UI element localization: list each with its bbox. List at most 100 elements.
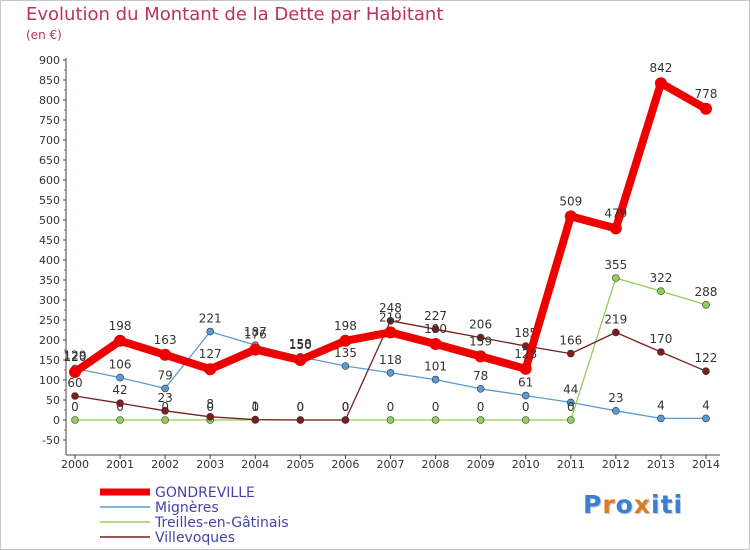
y-tick-label: 300: [39, 294, 60, 307]
y-tick-label: 250: [39, 314, 60, 327]
data-point-gondreville: [519, 362, 532, 375]
data-point-mign-res: [566, 398, 575, 407]
data-point-villevoques: [386, 316, 395, 325]
data-label-mign-res: 79: [157, 368, 172, 382]
data-point-gondreville: [249, 343, 262, 356]
data-point-mign-res: [386, 368, 395, 377]
legend-label-treilles-en-g-tinais: Treilles-en-Gâtinais: [154, 515, 289, 531]
y-tick-label: 650: [39, 154, 60, 167]
x-tick-label: 2007: [376, 458, 404, 471]
data-point-gondreville: [159, 348, 172, 361]
data-point-gondreville: [114, 334, 127, 347]
data-point-gondreville: [609, 222, 622, 235]
data-point-villevoques: [251, 415, 260, 424]
data-point-gondreville: [339, 334, 352, 347]
data-label-gondreville: 198: [334, 319, 357, 333]
data-label-gondreville: 190: [424, 322, 447, 336]
data-label-villevoques: 206: [469, 318, 492, 332]
legend-label-mign-res: Mignères: [155, 500, 219, 516]
data-label-villevoques: 170: [649, 332, 672, 346]
data-point-villevoques: [431, 325, 440, 334]
data-point-villevoques: [612, 328, 620, 337]
logo-letter: i: [651, 490, 661, 519]
data-label-treilles-en-g-tinais: 355: [604, 258, 627, 272]
logo-letter: i: [673, 490, 684, 519]
x-tick-label: 2012: [602, 458, 630, 471]
data-point-villevoques: [566, 349, 575, 358]
x-tick-label: 2004: [241, 458, 269, 471]
data-label-villevoques: 0: [297, 400, 305, 414]
data-label-villevoques: 219: [604, 312, 627, 326]
data-label-mign-res: 187: [244, 325, 267, 339]
data-label-treilles-en-g-tinais: 0: [342, 400, 350, 414]
x-tick-label: 2008: [422, 458, 450, 471]
data-label-villevoques: 1: [251, 400, 259, 414]
data-point-mign-res: [521, 391, 530, 400]
data-point-treilles-en-g-tinais: [702, 300, 710, 309]
data-point-treilles-en-g-tinais: [161, 416, 169, 424]
legend-label-gondreville: GONDREVILLE: [155, 485, 255, 501]
x-tick-label: 2005: [286, 458, 314, 471]
logo-letter: o: [615, 490, 634, 519]
data-point-gondreville: [384, 326, 397, 339]
data-label-mign-res: 129: [64, 348, 87, 362]
data-label-gondreville: 509: [559, 194, 582, 208]
y-tick-label: 0: [53, 414, 60, 427]
y-tick-label: 100: [39, 374, 60, 387]
x-tick-label: 2001: [106, 458, 134, 471]
data-label-villevoques: 248: [379, 301, 402, 315]
data-point-treilles-en-g-tinais: [566, 416, 575, 424]
data-point-mign-res: [612, 406, 620, 415]
data-point-villevoques: [296, 416, 305, 424]
y-tick-label: 550: [39, 194, 60, 207]
data-point-villevoques: [657, 348, 665, 356]
data-point-villevoques: [116, 399, 124, 408]
data-point-gondreville: [654, 77, 667, 90]
chart-unit: (en €): [26, 28, 62, 42]
data-point-treilles-en-g-tinais: [116, 416, 124, 424]
y-tick-label: 800: [39, 94, 60, 107]
data-point-mign-res: [161, 384, 169, 393]
data-label-gondreville: 128: [514, 347, 537, 361]
y-tick-label: 500: [39, 214, 60, 227]
logo-letter: t: [660, 490, 674, 519]
data-point-villevoques: [702, 367, 710, 376]
data-point-gondreville: [699, 102, 712, 115]
data-point-treilles-en-g-tinais: [431, 416, 440, 424]
data-point-mign-res: [702, 414, 710, 423]
data-label-treilles-en-g-tinais: 0: [567, 400, 575, 414]
y-tick-label: 750: [39, 114, 60, 127]
data-point-gondreville: [204, 363, 217, 376]
data-label-treilles-en-g-tinais: 0: [387, 400, 395, 414]
x-tick-label: 2010: [512, 458, 540, 471]
x-tick-label: 2009: [467, 458, 495, 471]
data-label-treilles-en-g-tinais: 0: [432, 400, 440, 414]
data-label-villevoques: 166: [559, 334, 582, 348]
data-point-treilles-en-g-tinais: [71, 416, 79, 424]
data-point-villevoques: [71, 392, 79, 400]
proxiti-logo: Proxiti: [583, 490, 683, 519]
data-point-gondreville: [69, 366, 81, 378]
data-label-mign-res: 4: [657, 398, 665, 412]
y-tick-label: 600: [39, 174, 60, 187]
x-tick-label: 2003: [196, 458, 224, 471]
data-point-villevoques: [206, 412, 215, 421]
data-point-villevoques: [341, 416, 350, 424]
data-point-mign-res: [476, 384, 485, 393]
data-label-mign-res: 78: [473, 369, 488, 383]
x-tick-label: 2013: [647, 458, 675, 471]
data-label-villevoques: 227: [424, 309, 447, 323]
data-label-gondreville: 198: [109, 319, 132, 333]
data-point-treilles-en-g-tinais: [521, 416, 530, 424]
data-point-mign-res: [206, 327, 215, 336]
y-tick-label: 150: [39, 354, 60, 367]
data-point-mign-res: [431, 375, 440, 384]
y-tick-label: 850: [39, 74, 60, 87]
data-label-treilles-en-g-tinais: 0: [477, 400, 485, 414]
data-label-treilles-en-g-tinais: 0: [297, 400, 305, 414]
data-label-gondreville: 479: [604, 206, 627, 220]
data-label-villevoques: 23: [157, 391, 172, 405]
data-point-mign-res: [657, 414, 665, 423]
